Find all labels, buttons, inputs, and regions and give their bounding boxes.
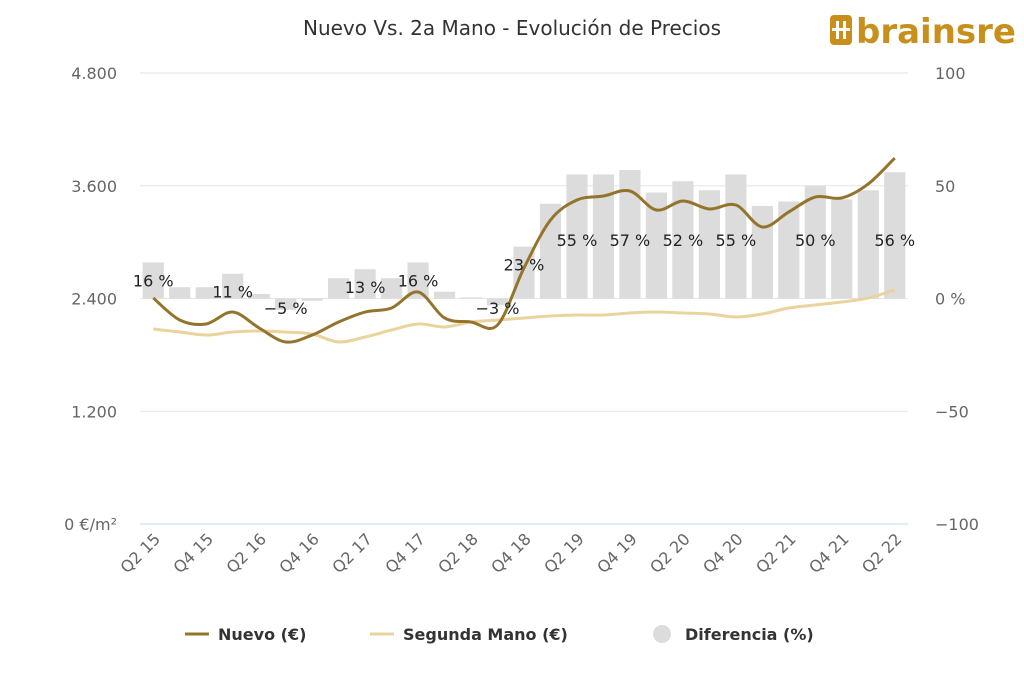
difference-bar [301,298,323,301]
x-tick-label: Q4 15 [170,529,218,577]
difference-bar [751,206,773,299]
difference-bar [672,181,694,299]
difference-bar [486,298,509,306]
difference-bar [354,269,376,299]
difference-bar [831,199,853,299]
data-label: 13 % [345,278,386,297]
y-right-tick-label: −50 [935,402,969,421]
x-tick-label: Q2 21 [752,529,800,577]
difference-bar [460,297,482,299]
difference-bar [698,190,720,299]
difference-bar [222,273,244,299]
difference-bar [407,262,429,299]
difference-bar [328,278,350,299]
data-label: 16 % [133,271,174,290]
x-tick-label: Q4 20 [699,529,747,577]
difference-bar [142,262,164,299]
x-tick-label: Q2 18 [434,529,482,577]
x-tick-label: Q4 19 [593,529,641,577]
segunda-mano-line [153,288,896,344]
difference-bar [592,174,615,299]
difference-bar [645,192,668,299]
y-left-tick-label: 3.600 [71,177,117,196]
y-left-tick-label: 1.200 [71,402,117,421]
data-label: 16 % [398,271,439,290]
difference-bar [619,169,641,299]
x-tick-label: Q4 18 [487,529,535,577]
logo-text: brainsre [856,12,1016,52]
y-right-tick-label: 100 [935,64,966,83]
x-tick-label: Q4 21 [805,529,853,577]
difference-bar [248,293,270,299]
brainsre-logo: brainsre [830,12,1016,52]
data-label: 55 % [557,231,598,250]
data-label: −3 % [476,299,520,318]
difference-bar [433,291,456,299]
x-tick-label: Q4 17 [381,529,429,577]
data-label: −5 % [264,299,308,318]
difference-bar [566,174,588,299]
difference-bar [195,287,217,299]
difference-bar [169,287,191,299]
difference-bar [380,278,403,299]
x-tick-label: Q2 19 [540,529,588,577]
y-right-tick-label: −100 [935,515,979,534]
data-label: 23 % [504,256,545,275]
data-label: 56 % [874,231,915,250]
data-label: 57 % [610,231,651,250]
chart-title: Nuevo Vs. 2a Mano - Evolución de Precios [303,16,721,40]
x-tick-label: Q2 22 [858,529,906,577]
difference-bar [778,201,800,299]
logo-mark-icon [830,15,852,45]
x-tick-label: Q2 15 [117,529,165,577]
data-label: 50 % [795,231,836,250]
difference-bar [275,298,297,310]
legend-label: Segunda Mano (€) [403,625,568,644]
difference-bar [857,190,879,299]
nuevo-line [152,156,896,344]
x-tick-label: Q4 16 [275,529,323,577]
y-left-tick-label: 4.800 [71,64,117,83]
legend-label: Diferencia (%) [685,625,814,644]
difference-bar [804,185,826,299]
legend-label: Nuevo (€) [218,625,306,644]
y-left-tick-label: 0 €/m² [64,515,117,534]
x-tick-label: Q2 17 [328,529,376,577]
legend-dot-icon [653,625,671,643]
data-label: 52 % [663,231,704,250]
x-tick-label: Q2 20 [646,529,694,577]
y-left-tick-label: 2.400 [71,290,117,309]
data-label: 55 % [716,231,757,250]
y-right-tick-label: 50 [935,177,955,196]
difference-bar [884,172,906,299]
x-tick-label: Q2 16 [222,529,270,577]
y-right-tick-label: 0 % [935,290,965,309]
legend: Nuevo (€) Segunda Mano (€) Diferencia (%) [185,625,814,644]
data-label: 11 % [212,283,253,302]
